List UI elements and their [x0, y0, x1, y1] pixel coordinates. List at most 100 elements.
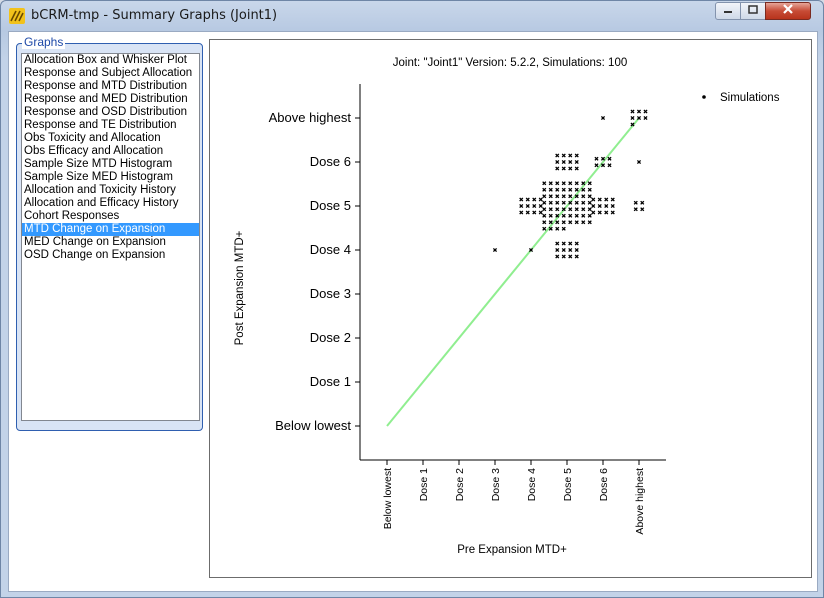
scatter-point [587, 181, 592, 186]
scatter-point [525, 197, 530, 202]
scatter-point [542, 207, 547, 212]
scatter-point [574, 247, 579, 253]
scatter-point [492, 247, 498, 253]
x-tick-label: Dose 1 [418, 468, 430, 501]
scatter-point [561, 194, 566, 199]
graph-list-item[interactable]: Response and Subject Allocation [24, 67, 193, 79]
graph-list-item[interactable]: Obs Toxicity and Allocation [24, 132, 161, 144]
scatter-point [587, 213, 592, 218]
maximize-button[interactable] [740, 2, 766, 20]
scatter-point [587, 200, 592, 205]
scatter-point [630, 122, 635, 127]
window-title: bCRM-tmp - Summary Graphs (Joint1) [31, 8, 278, 23]
scatter-point [607, 156, 612, 161]
chart-legend: Simulations [702, 92, 780, 104]
scatter-point [561, 207, 566, 212]
scatter-point [643, 115, 648, 121]
y-tick-label: Dose 4 [310, 242, 351, 257]
close-icon [782, 2, 794, 20]
scatter-point [610, 210, 615, 215]
scatter-point [555, 254, 560, 259]
scatter-point [555, 166, 560, 171]
graph-list-item[interactable]: Response and TE Distribution [24, 119, 177, 131]
reference-line-group [386, 117, 640, 427]
minimize-icon [723, 2, 733, 20]
scatter-point [581, 200, 586, 205]
graph-list-item[interactable]: Allocation Box and Whisker Plot [24, 54, 187, 66]
graph-list-item[interactable]: Cohort Responses [24, 210, 120, 222]
scatter-point [561, 181, 566, 186]
scatter-point [519, 197, 524, 202]
scatter-point [594, 163, 599, 168]
scatter-point [643, 109, 648, 114]
scatter-point [561, 254, 566, 259]
scatter-point [555, 220, 560, 225]
graphs-groupbox: Graphs Allocation Box and Whisker Plot Re… [16, 35, 203, 431]
scatter-point [555, 200, 560, 205]
graph-list-item[interactable]: Sample Size MTD Histogram [24, 158, 173, 170]
maximize-icon [748, 2, 758, 20]
y-tick-label: Dose 2 [310, 330, 351, 345]
y-tick-label: Below lowest [275, 418, 351, 433]
close-button[interactable] [765, 2, 811, 20]
scatter-point [630, 115, 635, 121]
scatter-chart: Joint: "Joint1" Version: 5.2.2, Simulati… [234, 57, 780, 556]
graph-list-item[interactable]: Allocation and Efficacy History [24, 197, 179, 209]
scatter-point [591, 210, 596, 215]
legend-label: Simulations [720, 92, 780, 104]
title-bar[interactable]: bCRM-tmp - Summary Graphs (Joint1) [1, 1, 823, 31]
scatter-point [561, 153, 566, 158]
scatter-point [594, 156, 599, 161]
scatter-point [561, 200, 566, 205]
scatter-point [574, 181, 579, 186]
chart-axes: Below lowest Dose 1 Dose 2 Dose 3 Dose 4 Dose… [269, 84, 666, 535]
scatter-point [568, 220, 573, 225]
scatter-point [597, 203, 602, 209]
graph-list-item[interactable]: Response and OSD Distribution [24, 106, 187, 118]
scatter-point [568, 254, 573, 259]
scatter-point [640, 200, 645, 205]
scatter-point [581, 181, 586, 186]
scatter-point [604, 197, 609, 202]
graph-list-item[interactable]: Sample Size MED Histogram [24, 171, 173, 183]
scatter-point [574, 213, 579, 218]
scatter-point [555, 159, 560, 165]
scatter-point [532, 203, 537, 209]
graph-list-item[interactable]: Allocation and Toxicity History [24, 184, 176, 196]
scatter-point [568, 159, 573, 165]
scatter-point [548, 181, 553, 186]
y-tick-label: Dose 3 [310, 286, 351, 301]
scatter-point [538, 210, 543, 215]
scatter-point [548, 200, 553, 205]
graph-list-item[interactable]: Response and MED Distribution [24, 93, 188, 105]
legend-marker [702, 95, 706, 99]
graph-list-item[interactable]: Obs Efficacy and Allocation [24, 145, 164, 157]
x-tick-label: Below lowest [382, 468, 394, 529]
scatter-point [633, 207, 638, 212]
scatter-point [561, 187, 566, 192]
graph-list-item[interactable]: MTD Change on Expansion [22, 223, 199, 236]
x-tick-label: Dose 4 [526, 468, 538, 501]
x-tick-label: Dose 3 [490, 468, 502, 501]
graphs-listbox[interactable]: Allocation Box and Whisker Plot Response … [21, 53, 200, 421]
x-tick-label: Dose 2 [454, 468, 466, 501]
scatter-point [574, 153, 579, 158]
scatter-point [519, 210, 524, 215]
scatter-point [574, 187, 579, 192]
scatter-point [607, 163, 612, 168]
scatter-point [538, 203, 543, 209]
scatter-point [581, 194, 586, 199]
graph-list-item[interactable]: Response and MTD Distribution [24, 80, 187, 92]
scatter-point [555, 194, 560, 199]
scatter-point [600, 156, 606, 161]
scatter-point [555, 213, 560, 218]
graph-list-item[interactable]: OSD Change on Expansion [24, 249, 166, 261]
minimize-button[interactable] [715, 2, 741, 20]
scatter-point [568, 247, 573, 253]
scatter-point [574, 220, 579, 225]
scatter-point [542, 181, 547, 186]
scatter-point [636, 159, 642, 165]
scatter-point [574, 254, 579, 259]
graph-list-item[interactable]: MED Change on Expansion [24, 236, 166, 248]
